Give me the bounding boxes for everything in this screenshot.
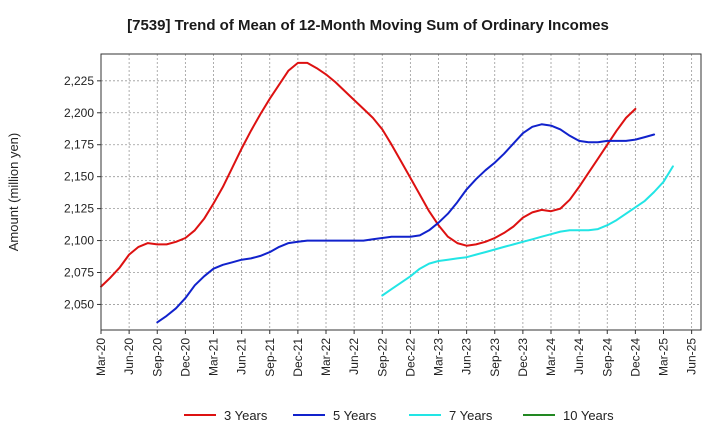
x-tick-label: Sep-23 — [488, 338, 502, 377]
x-tick-label: Mar-21 — [207, 338, 221, 376]
y-axis-label: Amount (million yen) — [6, 133, 21, 252]
x-tick-label: Dec-24 — [628, 338, 642, 377]
x-tick-label: Mar-20 — [94, 338, 108, 376]
x-tick-label: Jun-25 — [685, 338, 699, 375]
y-tick-label: 2,125 — [64, 202, 94, 216]
y-axis-ticks: 2,050 2,075 2,100 2,125 2,150 2,175 2,200 2,225 — [64, 74, 101, 311]
y-tick-label: 2,150 — [64, 170, 94, 184]
y-tick-label: 2,100 — [64, 234, 94, 248]
y-tick-label: 2,175 — [64, 138, 94, 152]
x-tick-label: Jun-23 — [460, 338, 474, 375]
grid-lines — [100, 54, 701, 330]
x-tick-label: Sep-24 — [600, 338, 614, 377]
x-tick-label: Dec-20 — [178, 338, 192, 377]
legend-label: 3 Years — [224, 408, 268, 423]
chart-title: [7539] Trend of Mean of 12-Month Moving … — [127, 17, 609, 34]
x-tick-label: Jun-21 — [235, 338, 249, 375]
series-line-3-years — [100, 61, 637, 288]
x-tick-label: Dec-21 — [291, 338, 305, 377]
x-axis-ticks: Mar-20 Jun-20 Sep-20 Dec-20 Mar-21 Jun-21 Sep-… — [94, 330, 699, 377]
x-tick-label: Jun-24 — [572, 338, 586, 375]
x-tick-label: Dec-23 — [516, 338, 530, 377]
x-tick-label: Mar-25 — [657, 338, 671, 376]
y-tick-label: 2,075 — [64, 266, 94, 280]
series-line-7-years — [381, 165, 674, 297]
plot-area-frame — [100, 53, 702, 331]
x-tick-label: Sep-22 — [375, 338, 389, 377]
x-tick-label: Sep-20 — [150, 338, 164, 377]
x-tick-label: Jun-20 — [122, 338, 136, 375]
x-tick-label: Mar-24 — [544, 338, 558, 376]
x-tick-label: Sep-21 — [263, 338, 277, 377]
x-tick-label: Mar-23 — [432, 338, 446, 376]
legend-label: 7 Years — [449, 408, 493, 423]
x-tick-label: Dec-22 — [403, 338, 417, 377]
legend-label: 10 Years — [563, 408, 614, 423]
x-tick-label: Mar-22 — [319, 338, 333, 376]
y-tick-label: 2,050 — [64, 297, 94, 311]
series-lines — [100, 61, 674, 324]
x-tick-label: Jun-22 — [347, 338, 361, 375]
series-line-5-years — [156, 123, 656, 324]
legend: 3 Years 5 Years 7 Years 10 Years — [184, 408, 614, 423]
legend-label: 5 Years — [333, 408, 377, 423]
y-tick-label: 2,200 — [64, 106, 94, 120]
y-tick-label: 2,225 — [64, 74, 94, 88]
